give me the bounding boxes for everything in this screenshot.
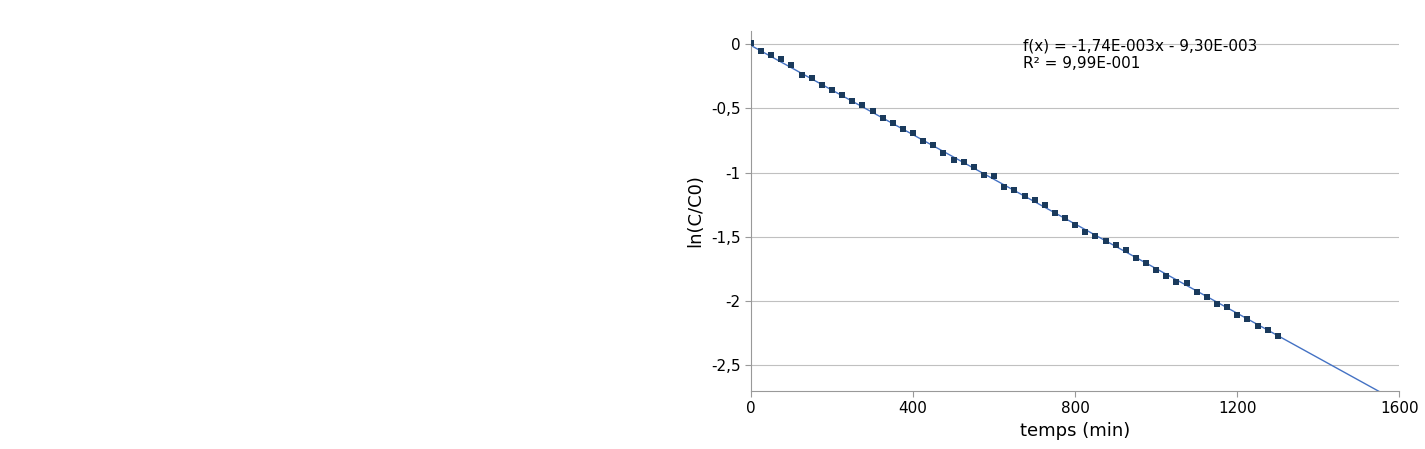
Point <box>1245 322 1268 329</box>
Point <box>1226 312 1248 319</box>
Point <box>791 71 814 78</box>
Point <box>1134 260 1157 267</box>
Point <box>973 171 996 178</box>
Point <box>841 97 864 105</box>
Point <box>1074 229 1097 236</box>
Point <box>821 87 844 94</box>
Point <box>1003 187 1026 194</box>
Point <box>1186 288 1208 295</box>
Point <box>1166 278 1188 286</box>
Point <box>1154 273 1177 280</box>
Point <box>1013 193 1036 200</box>
Point <box>801 74 824 81</box>
Point <box>1176 279 1198 286</box>
Point <box>1033 202 1056 209</box>
Point <box>993 183 1016 190</box>
Point <box>1124 255 1147 262</box>
Point <box>1043 209 1066 216</box>
Point <box>1063 221 1086 229</box>
Point <box>952 158 975 165</box>
Point <box>811 81 834 88</box>
Point <box>851 101 874 109</box>
X-axis label: temps (min): temps (min) <box>1020 422 1130 440</box>
Point <box>1267 333 1290 340</box>
Point <box>871 114 893 121</box>
Text: f(x) = -1,74E-003x - 9,30E-003
R² = 9,99E-001: f(x) = -1,74E-003x - 9,30E-003 R² = 9,99… <box>1023 39 1258 71</box>
Point <box>962 163 985 171</box>
Point <box>740 40 762 47</box>
Point <box>912 137 935 144</box>
Point <box>760 52 782 59</box>
Point <box>922 142 945 149</box>
Point <box>1257 326 1280 333</box>
Point <box>1196 294 1218 301</box>
Point <box>983 173 1006 180</box>
Point <box>750 47 772 54</box>
Point <box>1206 300 1228 308</box>
Point <box>1235 316 1258 323</box>
Point <box>942 157 965 164</box>
Point <box>831 92 854 99</box>
Point <box>1144 266 1167 273</box>
Point <box>861 108 884 115</box>
Point <box>902 129 925 136</box>
Point <box>1023 196 1046 203</box>
Point <box>1094 237 1117 244</box>
Point <box>1114 247 1137 254</box>
Point <box>1084 232 1107 239</box>
Point <box>770 56 792 63</box>
Point <box>779 62 802 69</box>
Point <box>882 119 905 127</box>
Point <box>1053 214 1076 221</box>
Y-axis label: ln(C/C0): ln(C/C0) <box>685 175 704 247</box>
Point <box>1216 303 1238 310</box>
Point <box>1104 241 1127 248</box>
Point <box>932 149 955 156</box>
Point <box>892 125 915 132</box>
